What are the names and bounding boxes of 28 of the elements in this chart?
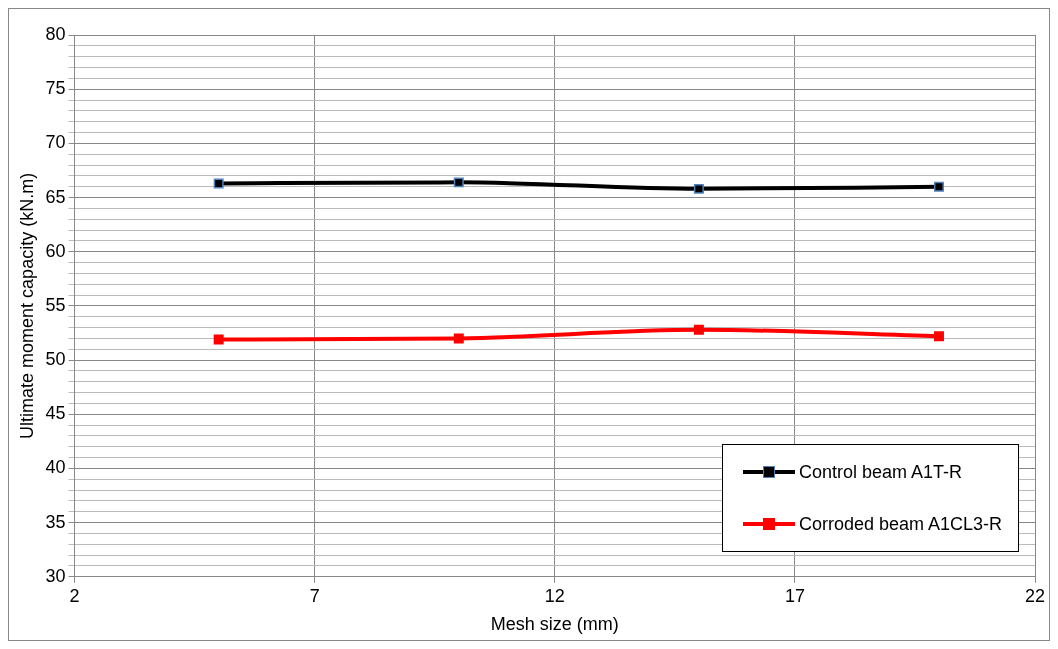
x-tick-label: 22 [1024,585,1046,606]
y-tick-label: 70 [45,132,66,153]
y-tick-label: 35 [45,511,66,532]
y-axis-title: Ultimate moment capacity (kN.m) [16,172,37,439]
point [453,177,464,188]
y-tick-label: 65 [45,186,66,207]
y-tick-label: 50 [45,349,66,370]
y-tick-label: 80 [45,23,66,44]
y-tick-label: 30 [45,565,66,586]
x-axis-title: Mesh size (mm) [490,614,619,635]
point [213,178,224,189]
point [213,334,224,345]
x-tick-label: 17 [784,585,805,606]
point [933,331,944,342]
point [693,183,704,194]
point [453,333,464,344]
point [693,324,704,335]
x-tick-label: 2 [69,585,80,606]
legend-label: Corroded beam A1CL3-R [798,513,1002,535]
y-tick-label: 45 [45,403,66,424]
point [933,181,944,192]
x-tick-label: 12 [544,585,565,606]
legend-label: Control beam A1T-R [798,461,962,483]
y-tick-label: 60 [45,240,66,261]
y-tick-label: 75 [45,78,66,99]
x-tick-label: 7 [309,585,320,606]
y-tick-label: 40 [45,457,66,478]
y-tick-label: 55 [45,294,66,315]
